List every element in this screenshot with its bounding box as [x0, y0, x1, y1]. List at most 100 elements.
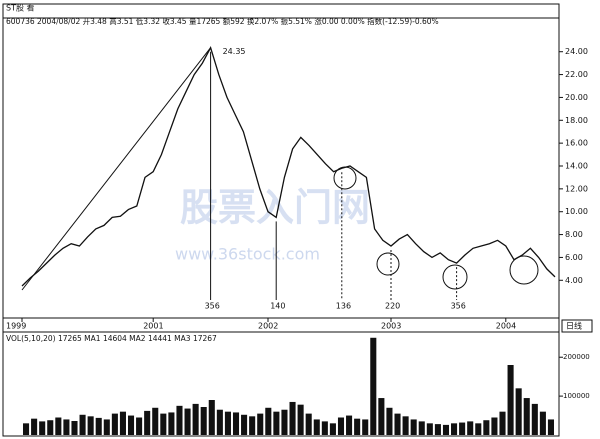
volume-bar: [87, 416, 94, 435]
y-tick-label: 24.00: [565, 47, 588, 56]
volume-bar: [39, 421, 46, 435]
period-label: 日线: [566, 321, 582, 331]
x-tick-label: 1999: [6, 322, 26, 331]
volume-bar: [491, 417, 498, 435]
y-tick-label: 200000: [563, 353, 590, 361]
volume-bar: [249, 416, 256, 435]
volume-bar: [55, 417, 62, 435]
volume-bar: [265, 407, 272, 435]
x-tick-label: 2002: [258, 322, 278, 331]
x-tick-label: 2003: [381, 322, 401, 331]
y-tick-label: 8.00: [565, 230, 583, 239]
volume-bar: [136, 417, 143, 435]
volume-bar: [402, 416, 409, 435]
volume-bar: [507, 365, 514, 435]
volume-bar: [451, 423, 458, 435]
volume-bar: [281, 409, 288, 435]
volume-bar: [305, 413, 312, 435]
volume-bar: [63, 419, 70, 435]
volume-bar: [273, 411, 280, 435]
volume-bar: [418, 421, 425, 435]
volume-bar: [79, 414, 86, 435]
volume-bar: [241, 414, 248, 435]
x-tick-label: 2004: [496, 322, 516, 331]
volume-bar: [257, 413, 264, 435]
y-tick-label: 20.00: [565, 93, 588, 102]
volume-bar: [289, 401, 296, 435]
volume-bar: [394, 413, 401, 435]
volume-bar: [184, 408, 191, 435]
frame: [2, 3, 560, 437]
watermark: 股票入门网: [180, 186, 370, 230]
marker-label: 356: [451, 302, 466, 311]
volume-bar: [346, 415, 353, 435]
volume-bar: [208, 400, 215, 435]
volume-bar: [386, 407, 393, 435]
volume-title: VOL(5,10,20) 17265 MA1 14604 MA2 14441 M…: [6, 334, 217, 343]
volume-bar: [176, 405, 183, 435]
circle-mark: [376, 252, 400, 276]
volume-bar: [321, 421, 328, 435]
price-line: [21, 46, 556, 287]
y-tick-label: 16.00: [565, 139, 588, 148]
trend-line: [21, 47, 211, 291]
marker-label: 136: [336, 302, 351, 311]
volume-bar: [354, 418, 361, 435]
volume-bar: [23, 423, 30, 435]
volume-bar: [31, 418, 38, 435]
watermark-url: www.36stock.com: [175, 245, 320, 264]
volume-bar: [475, 423, 482, 435]
volume-bar: [47, 420, 54, 435]
volume-bar: [378, 398, 385, 435]
volume-bar: [160, 413, 167, 435]
volume-bar: [297, 404, 304, 435]
volume-bar: [483, 420, 490, 435]
volume-bar: [95, 417, 102, 435]
y-tick-label: 10.00: [565, 207, 588, 216]
volume-bar: [168, 412, 175, 435]
period-box: [561, 319, 593, 333]
title: ST股 看: [6, 4, 35, 13]
volume-bar: [467, 421, 474, 435]
volume-bar: [547, 419, 554, 435]
volume-bar: [337, 417, 345, 435]
volume-bar: [523, 398, 530, 435]
y-tick-label: 14.00: [565, 162, 588, 171]
volume-bar: [111, 413, 118, 435]
volume-bar: [426, 423, 433, 435]
volume-bar: [515, 388, 522, 435]
circle-mark: [509, 255, 539, 285]
volume-bar: [216, 409, 223, 435]
volume-bar: [144, 410, 151, 435]
y-tick-label: 4.00: [565, 276, 583, 285]
marker-label: 220: [385, 302, 400, 311]
y-tick-label: 22.00: [565, 70, 588, 79]
volume-bar: [370, 337, 377, 435]
volume-bar: [362, 419, 369, 435]
quote: 600736 2004/08/02 开3.48 高3.51 低3.32 收3.4…: [6, 16, 439, 26]
volume-bar: [434, 424, 441, 435]
volume-bar: [539, 411, 546, 435]
x-tick-label: 2001: [143, 322, 163, 331]
volume-bar: [127, 415, 135, 435]
y-tick-label: 100000: [563, 392, 590, 400]
volume-bar: [192, 403, 199, 435]
volume-bar: [313, 419, 320, 435]
circle-mark: [442, 264, 468, 290]
marker-label: 140: [270, 302, 285, 311]
volume-bar: [232, 412, 240, 435]
volume-bar: [459, 422, 466, 435]
volume-bar: [531, 403, 538, 435]
volume-bar: [329, 423, 336, 435]
volume-bar: [200, 407, 207, 435]
volume-bar: [499, 411, 506, 435]
volume-bar: [119, 411, 126, 435]
y-tick-label: 12.00: [565, 184, 588, 193]
volume-bar: [71, 421, 78, 435]
y-tick-label: 6.00: [565, 253, 583, 262]
volume-bar: [442, 424, 450, 435]
volume-bar: [152, 407, 159, 435]
volume-bar: [224, 411, 231, 435]
y-tick-label: 18.00: [565, 116, 588, 125]
